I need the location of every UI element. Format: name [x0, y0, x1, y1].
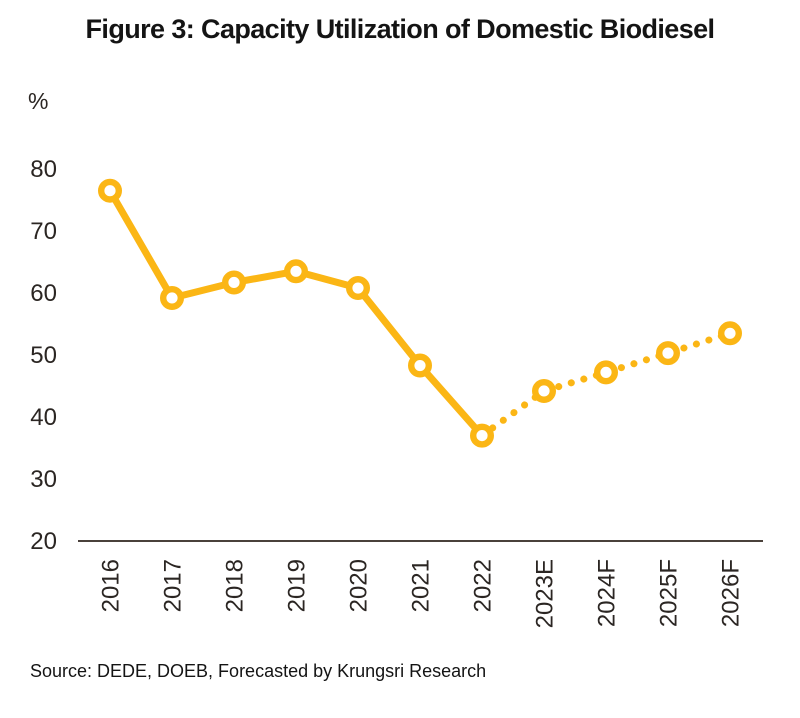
x-axis-tick-label: 2024F	[594, 559, 621, 627]
data-point-marker	[408, 353, 433, 378]
data-point-marker	[221, 270, 246, 295]
x-axis-tick-label: 2020	[346, 559, 373, 612]
series-line-forecast-dotted	[478, 329, 734, 440]
x-axis-tick-group: 2025F	[656, 559, 683, 627]
x-axis-tick-group: 2019	[284, 559, 311, 612]
data-point-marker	[594, 360, 619, 385]
x-axis-tick-group: 2016	[98, 559, 125, 612]
x-axis-tick-label: 2018	[222, 559, 249, 612]
y-axis-tick-label: 70	[30, 218, 57, 245]
x-axis-tick-group: 2022	[470, 559, 497, 612]
y-axis-tick-label: 60	[30, 280, 57, 307]
x-axis-tick-label: 2019	[284, 559, 311, 612]
data-point-marker	[159, 285, 184, 310]
x-axis-tick-group: 2024F	[594, 559, 621, 627]
data-point-marker	[346, 276, 371, 301]
data-point-marker	[470, 423, 495, 448]
data-point-marker	[718, 321, 743, 346]
x-axis-tick-label: 2016	[98, 559, 125, 612]
data-point-marker	[532, 378, 557, 403]
x-axis-tick-group: 2018	[222, 559, 249, 612]
source-note: Source: DEDE, DOEB, Forecasted by Krungs…	[30, 661, 487, 681]
series-line-solid	[106, 187, 486, 440]
data-point-marker	[97, 178, 122, 203]
x-axis-tick-group: 2017	[160, 559, 187, 612]
x-axis-tick-label: 2021	[408, 559, 435, 612]
x-axis-tick-label: 2017	[160, 559, 187, 612]
x-axis-tick-group: 2023E	[532, 559, 559, 628]
y-axis-tick-label: 50	[30, 342, 57, 369]
y-axis-unit-label: %	[28, 88, 49, 114]
data-point-marker	[284, 259, 309, 284]
x-axis-tick-label: 2025F	[656, 559, 683, 627]
chart-title: Figure 3: Capacity Utilization of Domest…	[85, 14, 716, 44]
x-axis-tick-label: 2023E	[532, 559, 559, 628]
y-axis-tick-label: 40	[30, 404, 57, 431]
y-axis-tick-label: 80	[30, 156, 57, 183]
data-point-marker	[656, 341, 681, 366]
x-axis-tick-group: 2021	[408, 559, 435, 612]
y-axis-tick-label: 20	[30, 528, 57, 555]
x-axis-tick-group: 2020	[346, 559, 373, 612]
y-axis-tick-label: 30	[30, 466, 57, 493]
x-axis-tick-label: 2026F	[718, 559, 745, 627]
x-axis-tick-label: 2022	[470, 559, 497, 612]
x-axis-tick-group: 2026F	[718, 559, 745, 627]
